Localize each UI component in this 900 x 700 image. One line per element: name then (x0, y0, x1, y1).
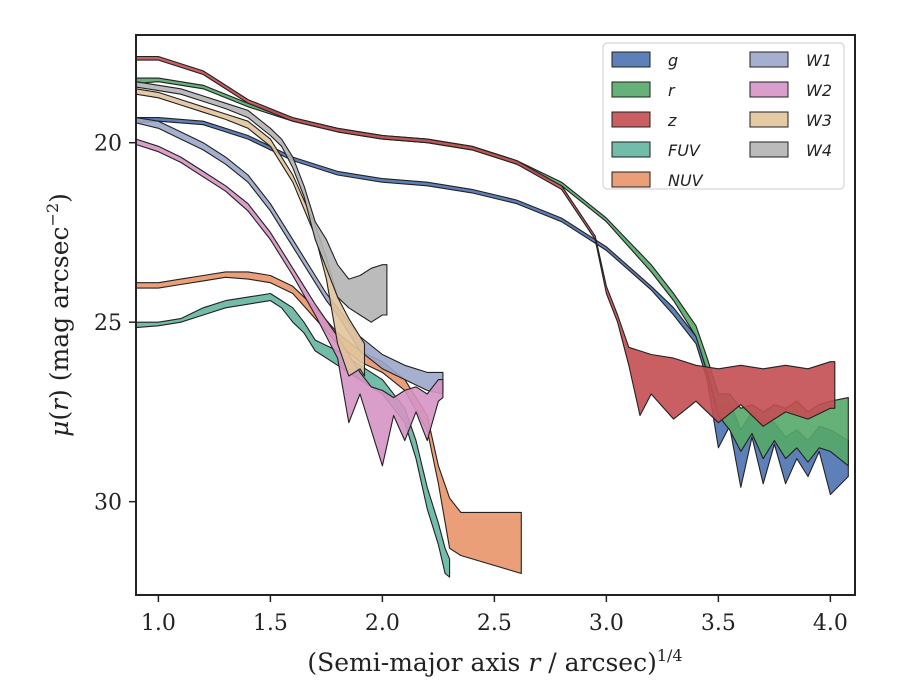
legend-swatch-w1 (749, 51, 789, 68)
x-axis-ticks: 1.0 1.5 2.0 2.5 3.0 3.5 4.0 (141, 595, 848, 636)
x-tick-label: 3.5 (701, 611, 736, 636)
legend-swatch-g (611, 51, 651, 68)
legend-label-w1: W1 (806, 51, 832, 70)
y-axis-label: μ(r) (mag arcsec−2) (43, 193, 74, 437)
series-w3-band (135, 88, 366, 377)
plot-frame (135, 34, 856, 596)
x-tick-label: 4.0 (813, 611, 848, 636)
legend-swatch-nuv (611, 171, 651, 188)
legend-label-w4: W4 (806, 141, 832, 160)
legend-swatch-w4 (749, 141, 789, 158)
x-tick-label: 1.5 (253, 611, 288, 636)
x-tick-label: 1.0 (141, 611, 176, 636)
legend-label-g: g (668, 51, 678, 70)
y-axis-ticks: 20 25 30 (94, 132, 136, 516)
x-axis-label: (Semi-major axis r / arcsec)1/4 (307, 646, 682, 677)
legend-label-w3: W3 (806, 111, 832, 130)
series-z-band (135, 55, 836, 427)
legend-label-r: r (668, 81, 676, 100)
legend-swatch-r (611, 81, 651, 98)
legend-label-nuv: NUV (668, 171, 704, 190)
x-tick-label: 3.0 (589, 611, 624, 636)
legend-label-w2: W2 (806, 81, 832, 100)
legend-label-fuv: FUV (668, 141, 701, 160)
series-w2-band (135, 138, 444, 467)
legend-swatch-fuv (611, 141, 651, 158)
legend-swatch-w3 (749, 111, 789, 128)
x-tick-label: 2.0 (365, 611, 400, 636)
series-fuv-band (135, 292, 451, 578)
y-tick-label: 25 (94, 311, 122, 336)
y-tick-label: 30 (94, 491, 122, 516)
series-areas (135, 55, 849, 578)
legend-label-z: z (667, 111, 677, 130)
series-g-band (135, 117, 849, 496)
y-tick-label: 20 (94, 132, 122, 157)
legend-swatch-w2 (749, 81, 789, 98)
legend: grz FUV NUV W1 W2 W3 W4 (602, 42, 845, 190)
series-w4-band (135, 81, 388, 323)
x-tick-label: 2.5 (477, 611, 512, 636)
legend-swatch-z (611, 111, 651, 128)
